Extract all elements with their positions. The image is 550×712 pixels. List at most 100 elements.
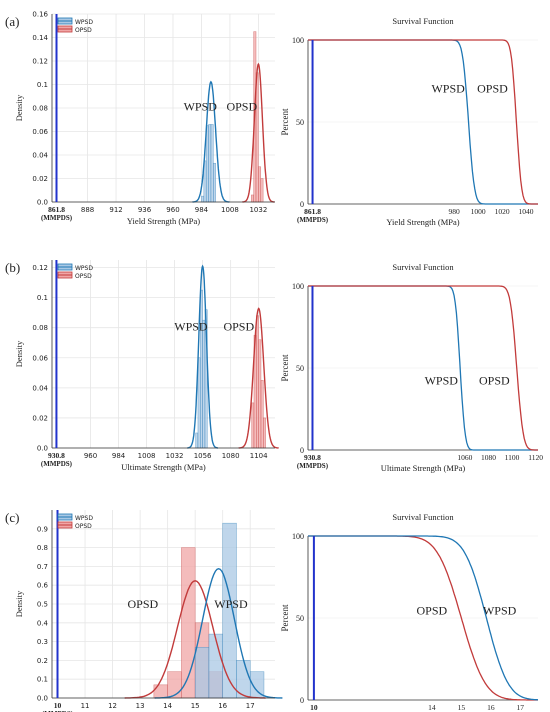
x-tick-label: 14: [163, 702, 172, 710]
y-tick-label: 0.02: [32, 175, 48, 183]
y-tick-label: 0.12: [32, 58, 48, 66]
survival-curve-wpsd: [308, 535, 539, 701]
x-tick-label: 1104: [250, 452, 268, 460]
x-tick-label: 912: [109, 206, 122, 214]
x-tick-label: 12: [108, 702, 117, 710]
y-tick-label: 100: [292, 282, 304, 291]
histogram-bar-opsd: [167, 671, 182, 699]
y-axis-title: Density: [14, 94, 24, 121]
x-tick-label: 1008: [221, 206, 239, 214]
histogram-bar-wpsd: [205, 125, 209, 203]
survival-title: Survival Function: [392, 16, 454, 26]
x-tick-label: 11: [81, 702, 90, 710]
y-tick-label: 0: [300, 696, 304, 705]
histogram-bar-opsd: [258, 166, 262, 203]
series-label-opsd: OPSD: [223, 320, 254, 334]
y-tick-label: 0.06: [32, 354, 48, 362]
x-tick-label: 15: [458, 703, 466, 712]
x-tick-label: 1020: [495, 207, 510, 216]
mmpds-caption: (MMPDS): [41, 214, 73, 222]
mmpds-value: 10: [54, 701, 62, 710]
x-tick-label: 13: [136, 702, 145, 710]
histogram-bar-opsd: [256, 315, 259, 449]
histogram-bar-wpsd: [208, 124, 212, 203]
panel-label: (a): [5, 14, 19, 29]
histogram-bar-wpsd: [195, 432, 199, 449]
legend-label-wpsd: WPSD: [75, 265, 93, 272]
y-tick-label: 50: [296, 118, 304, 127]
series-label-wpsd: WPSD: [174, 320, 208, 334]
panel-label: (c): [5, 510, 19, 525]
y-tick-label: 0.2: [37, 657, 48, 665]
histogram-bar-opsd: [251, 194, 254, 203]
y-tick-label: 0: [300, 446, 304, 455]
x-tick-label: 17: [246, 702, 255, 710]
x-tick-label: 1056: [194, 452, 212, 460]
x-tick-label: 1080: [481, 453, 496, 462]
y-tick-label: 0.3: [37, 638, 48, 646]
y-tick-label: 0.04: [32, 384, 48, 392]
y-tick-label: 0.6: [37, 582, 49, 590]
y-tick-label: 0.1: [37, 676, 48, 684]
x-tick-label: 980: [449, 207, 461, 216]
y-tick-label: 0: [300, 200, 304, 209]
x-tick-label: 1120: [528, 453, 543, 462]
x-tick-label: 984: [195, 206, 209, 214]
x-tick-label: 960: [84, 452, 97, 460]
x-tick-label: 16: [218, 702, 227, 710]
series-label-opsd: OPSD: [477, 81, 508, 95]
y-tick-label: 0.0: [37, 199, 48, 207]
y-tick-label: 0.1: [37, 81, 48, 89]
series-label-opsd: OPSD: [226, 99, 257, 113]
y-tick-label: 0.5: [37, 601, 48, 609]
y-axis-title: Percent: [280, 604, 290, 631]
y-tick-label: 0.16: [32, 11, 48, 19]
y-tick-label: 100: [292, 532, 304, 541]
histogram-bar-wpsd: [213, 162, 216, 203]
survival-panel-2: Survival FunctionOPSDWPSD10(MMPDS)050100…: [280, 512, 539, 712]
x-tick-label: 1032: [249, 206, 267, 214]
y-tick-label: 0.9: [37, 525, 48, 533]
x-tick-label: 984: [112, 452, 126, 460]
series-label-wpsd: WPSD: [431, 81, 465, 95]
pdf-curve-wpsd: [187, 264, 218, 449]
y-axis-title: Density: [14, 340, 24, 367]
panel-label: (b): [5, 260, 20, 275]
survival-title: Survival Function: [392, 262, 454, 272]
y-tick-label: 0.14: [32, 34, 48, 42]
y-axis-title: Percent: [280, 108, 290, 135]
y-tick-label: 0.08: [32, 324, 48, 332]
pdf-curve-opsd: [242, 62, 275, 203]
histogram-bar-wpsd: [194, 646, 210, 699]
x-tick-label: 1080: [222, 452, 240, 460]
x-tick-label: 14: [428, 703, 436, 712]
y-tick-label: 0.7: [37, 563, 48, 571]
x-tick-label: 16: [487, 703, 495, 712]
series-label-wpsd: WPSD: [483, 604, 517, 618]
y-tick-label: 0.12: [32, 264, 48, 272]
x-axis-title: Yield Strength (MPa): [386, 217, 459, 227]
mmpds-value: 861.8: [48, 205, 65, 214]
mmpds-value: 930.8: [48, 451, 65, 460]
density-panel-1: WPSD OPSD930.8(MMPDS)0.00.020.040.060.080…: [14, 260, 279, 472]
mmpds-caption: (MMPDS): [42, 710, 74, 712]
y-tick-label: 0.04: [32, 152, 48, 160]
x-axis-title: Ultimate Strength (MPa): [121, 462, 206, 472]
legend-label-opsd: OPSD: [75, 523, 92, 530]
y-tick-label: 0.0: [37, 445, 48, 453]
density-panel-0: WPSD OPSD861.8(MMPDS)0.00.020.040.060.080…: [14, 11, 275, 226]
pdf-curve-opsd: [238, 307, 279, 449]
legend-label-opsd: OPSD: [75, 27, 92, 34]
x-axis-title: Yield Strength (MPa): [127, 216, 200, 226]
series-label-wpsd: WPSD: [214, 597, 248, 611]
x-tick-label: 1000: [471, 207, 486, 216]
survival-title: Survival Function: [392, 512, 454, 522]
series-label-opsd: OPSD: [417, 604, 448, 618]
survival-panel-0: Survival Function WPSD OPSD 861.8(MMPDS) 0 50…: [280, 16, 538, 227]
y-tick-label: 50: [296, 614, 304, 623]
y-axis-title: Percent: [280, 354, 290, 381]
histogram-bar-wpsd: [200, 289, 203, 449]
histogram-bar-wpsd: [202, 319, 206, 449]
series-label-opsd: OPSD: [128, 597, 159, 611]
y-axis-title: Density: [14, 590, 24, 617]
